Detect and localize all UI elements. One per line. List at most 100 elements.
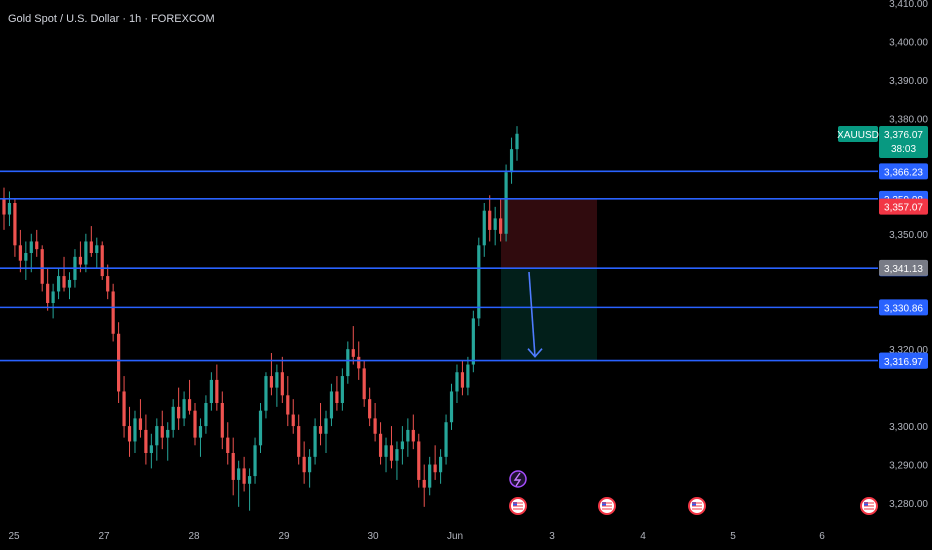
candle-body [100,245,104,277]
candle-body [471,318,475,365]
candle-body [226,437,230,453]
candle-body [237,468,241,480]
candle-body [340,376,344,403]
candle-body [111,291,115,334]
candle-body [149,445,153,453]
candle-body [329,391,334,419]
price-label-badge [879,198,928,215]
candle-body [291,414,295,427]
time-axis[interactable]: 25 27 28 29 30 Jun 3 4 5 6 [8,531,825,542]
candle-body [258,410,263,446]
horizontal-levels[interactable] [0,170,878,362]
candles [2,126,519,511]
price-label-badge [879,163,928,180]
candle-body [433,464,437,473]
candle-body [2,199,6,215]
candle-body [187,399,192,411]
candle-body [40,249,44,284]
candle-body [515,133,519,150]
candle-body [193,410,197,438]
candle-body [335,391,339,403]
candle-body [286,395,290,415]
candle-body [209,379,213,403]
arrow-shaft[interactable] [528,271,536,357]
x-tick-label: 6 [819,531,825,542]
candle-body [204,403,208,427]
candle-body [18,245,22,261]
price-label-badge [879,259,928,276]
candle-body [460,372,465,388]
y-tick-label: 3,290.00 [889,461,928,472]
price-label-text: 3,366.23 [884,167,923,178]
candle-body [488,210,492,230]
candle-body [84,241,88,265]
position-zones[interactable] [501,198,597,361]
candle-body [422,479,426,488]
candle-body [247,476,252,484]
y-tick-label: 3,400.00 [889,37,928,48]
candle-body [264,376,268,411]
candle-body [384,445,388,457]
candle-body [171,406,175,430]
candle-body [417,441,421,480]
candle-body [215,379,219,403]
y-tick-label: 3,300.00 [889,422,928,433]
x-tick-label: 25 [8,531,20,542]
lightning-bolt-icon [513,472,522,487]
us-flag-canton-icon [864,502,868,506]
candle-body [177,406,181,419]
candle-body [357,356,361,369]
candle-body [242,468,246,484]
us-flag-canton-icon [513,502,517,506]
candle-body [411,429,415,442]
candle-body [231,453,235,480]
candle-body [29,241,33,253]
candle-body [493,218,497,230]
candle-body [106,276,110,292]
candle-body [275,372,279,388]
candle-body [95,245,99,253]
arrow-head[interactable] [527,348,543,358]
candle-body [220,403,224,438]
candle-body [297,426,301,457]
stop-loss-zone[interactable] [501,198,597,268]
x-tick-label: 4 [640,531,646,542]
candle-body [127,426,132,442]
us-flag-canton-icon [692,502,696,506]
candle-body [78,256,83,265]
candle-body [308,456,312,473]
candle-body [182,399,186,419]
candle-body [509,149,514,173]
x-tick-label: 27 [98,531,110,542]
candle-body [13,203,17,246]
symbol-tag-text: XAUUSD [837,130,879,141]
candle-body [368,399,372,419]
candle-body [155,426,159,446]
projection-arrow[interactable] [527,271,543,358]
candle-body [313,426,317,457]
candle-body [400,441,404,450]
event-markers[interactable] [509,470,878,515]
price-label-text: 3,330.86 [884,303,923,314]
lightning-icon[interactable] [509,470,527,488]
y-tick-label: 3,410.00 [889,0,928,10]
current-price-badge [879,126,928,158]
price-label-badge [879,352,928,369]
candle-body [324,418,328,434]
countdown-text: 38:03 [891,144,916,155]
candle-body [449,391,454,423]
candle-body [346,349,350,377]
candle-body [56,276,61,292]
price-axis[interactable]: 3,410.00 3,400.00 3,390.00 3,380.00 3,350.00… [889,0,928,510]
take-profit-zone[interactable] [501,268,597,361]
price-label-text: 3,316.97 [884,357,923,368]
y-tick-label: 3,390.00 [889,76,928,87]
y-tick-label: 3,280.00 [889,499,928,510]
y-tick-label: 3,350.00 [889,230,928,241]
candle-body [395,449,399,461]
candle-body [318,426,323,434]
candle-body [444,422,448,457]
candle-body [166,429,170,438]
